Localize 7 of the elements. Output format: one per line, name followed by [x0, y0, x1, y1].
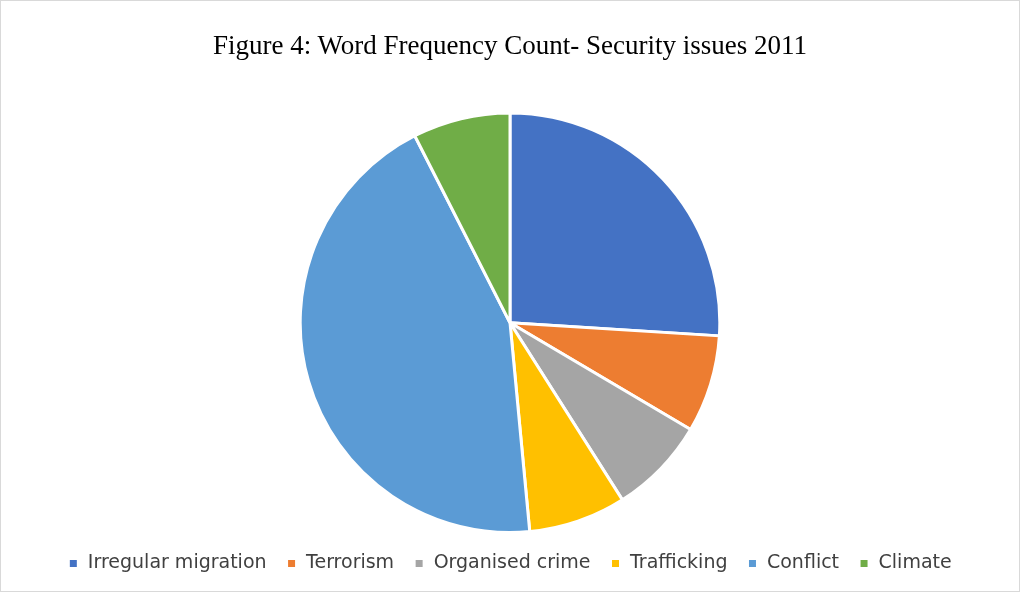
- legend-label: Organised crime: [433, 550, 591, 573]
- legend-label: Terrorism: [305, 550, 395, 573]
- chart-title: Figure 4: Word Frequency Count- Security issues 2011: [212, 30, 808, 61]
- legend-label: Irregular migration: [87, 550, 267, 573]
- legend-label: Conflict: [766, 550, 840, 573]
- legend-label: Climate: [878, 550, 952, 573]
- legend-label: Trafficking: [629, 550, 728, 573]
